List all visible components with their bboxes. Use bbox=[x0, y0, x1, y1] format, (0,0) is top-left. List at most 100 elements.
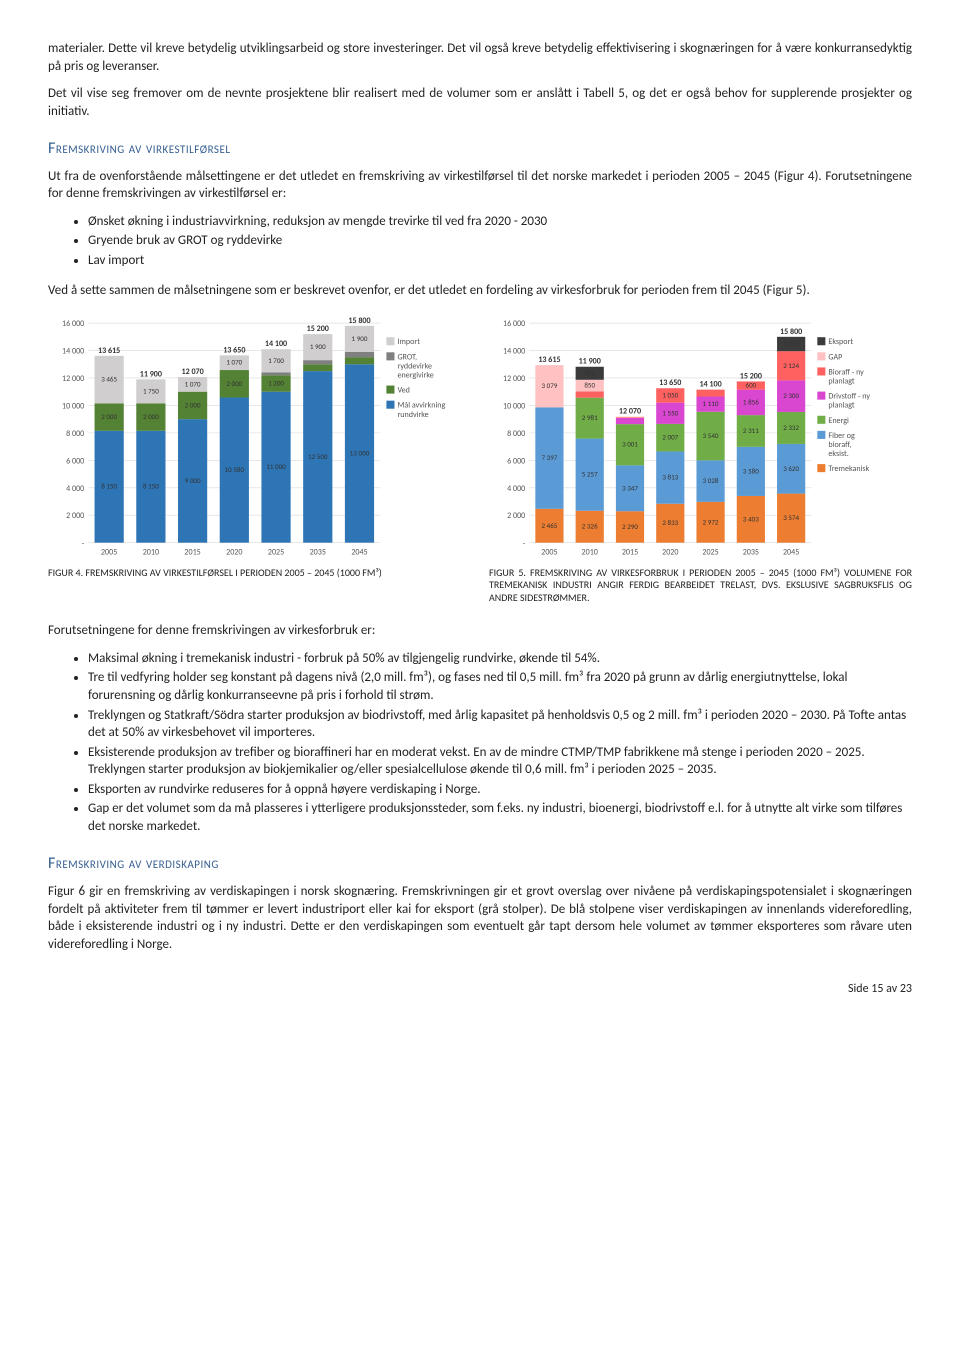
svg-text:1 050: 1 050 bbox=[662, 391, 678, 400]
charts-row: -2 0004 0006 0008 00010 00012 00014 0001… bbox=[48, 309, 912, 604]
svg-text:3 620: 3 620 bbox=[783, 464, 799, 473]
svg-text:3 347: 3 347 bbox=[622, 483, 638, 492]
svg-text:4 000: 4 000 bbox=[507, 484, 525, 494]
svg-text:2045: 2045 bbox=[783, 548, 799, 558]
svg-text:2 326: 2 326 bbox=[582, 522, 598, 531]
list-item: Eksporten av rundvirke reduseres for å o… bbox=[88, 781, 912, 799]
svg-text:2 465: 2 465 bbox=[542, 521, 558, 530]
svg-text:2 000: 2 000 bbox=[185, 401, 201, 410]
svg-text:13 000: 13 000 bbox=[350, 449, 370, 458]
svg-text:6 000: 6 000 bbox=[66, 456, 84, 466]
svg-text:2035: 2035 bbox=[743, 548, 759, 558]
svg-text:2005: 2005 bbox=[541, 548, 557, 558]
svg-text:2 833: 2 833 bbox=[662, 518, 678, 527]
list-item: Ønsket økning i industriavvirkning, redu… bbox=[88, 213, 912, 231]
svg-text:2020: 2020 bbox=[226, 548, 242, 558]
svg-text:3 028: 3 028 bbox=[703, 476, 719, 485]
svg-text:1 070: 1 070 bbox=[185, 379, 201, 388]
svg-text:10 580: 10 580 bbox=[225, 465, 245, 474]
svg-text:8 150: 8 150 bbox=[143, 482, 159, 491]
svg-text:1 700: 1 700 bbox=[268, 356, 284, 365]
svg-text:14 000: 14 000 bbox=[62, 347, 84, 357]
svg-text:energivirke: energivirke bbox=[397, 371, 433, 381]
paragraph: Forutsetningene for denne fremskrivingen… bbox=[48, 622, 912, 640]
figure-caption: FIGUR 5. FREMSKRIVING AV VIRKESFORBRUK I… bbox=[489, 567, 912, 605]
svg-text:13 615: 13 615 bbox=[98, 346, 120, 356]
svg-text:3 540: 3 540 bbox=[703, 431, 719, 440]
svg-text:9 000: 9 000 bbox=[185, 476, 201, 485]
svg-text:1 856: 1 856 bbox=[743, 397, 759, 406]
svg-text:11 900: 11 900 bbox=[140, 369, 162, 379]
list-item: Gap er det volumet som da må plasseres i… bbox=[88, 800, 912, 835]
svg-text:2015: 2015 bbox=[184, 548, 200, 558]
svg-text:8 150: 8 150 bbox=[101, 482, 117, 491]
svg-text:1 050: 1 050 bbox=[783, 339, 799, 348]
svg-text:2 311: 2 311 bbox=[743, 426, 759, 435]
svg-text:2035: 2035 bbox=[310, 548, 326, 558]
svg-text:7 397: 7 397 bbox=[542, 453, 558, 462]
svg-text:13 650: 13 650 bbox=[223, 345, 245, 355]
svg-text:12 000: 12 000 bbox=[503, 374, 525, 384]
page-number: Side 15 av 23 bbox=[848, 982, 912, 996]
svg-text:2010: 2010 bbox=[582, 548, 598, 558]
svg-text:2 000: 2 000 bbox=[101, 412, 117, 421]
svg-text:eksist.: eksist. bbox=[828, 449, 848, 459]
svg-text:Tremekanisk: Tremekanisk bbox=[828, 464, 869, 474]
svg-text:16 000: 16 000 bbox=[503, 319, 525, 329]
svg-text:14 100: 14 100 bbox=[265, 339, 287, 349]
svg-text:planlagt: planlagt bbox=[828, 401, 855, 411]
svg-text:3 813: 3 813 bbox=[662, 473, 678, 482]
svg-text:2 124: 2 124 bbox=[783, 361, 799, 370]
paragraph: Ut fra de ovenforstående målsettingene e… bbox=[48, 168, 912, 203]
svg-text:1 550: 1 550 bbox=[662, 408, 678, 417]
svg-text:2 007: 2 007 bbox=[662, 433, 678, 442]
svg-text:600: 600 bbox=[746, 381, 757, 390]
list-item: Eksisterende produksjon av trefiber og b… bbox=[88, 744, 912, 779]
svg-text:2 981: 2 981 bbox=[582, 413, 598, 422]
svg-text:15 200: 15 200 bbox=[307, 324, 329, 334]
svg-text:2010: 2010 bbox=[143, 548, 159, 558]
svg-text:15 200: 15 200 bbox=[740, 371, 762, 381]
svg-text:850: 850 bbox=[584, 381, 595, 390]
stacked-bar-chart: -2 0004 0006 0008 00010 00012 00014 0001… bbox=[48, 309, 471, 561]
svg-text:12 000: 12 000 bbox=[62, 374, 84, 384]
svg-text:1 900: 1 900 bbox=[310, 342, 326, 351]
list-item: Lav import bbox=[88, 252, 912, 270]
svg-text:3 574: 3 574 bbox=[783, 513, 799, 522]
svg-text:11 900: 11 900 bbox=[579, 357, 601, 367]
svg-text:11 000: 11 000 bbox=[266, 462, 286, 471]
svg-text:3 403: 3 403 bbox=[743, 514, 759, 523]
paragraph: materialer. Dette vil kreve betydelig ut… bbox=[48, 40, 912, 75]
svg-text:15 800: 15 800 bbox=[348, 316, 370, 326]
paragraph: Ved å sette sammen de målsetningene som … bbox=[48, 282, 912, 300]
svg-text:1 070: 1 070 bbox=[226, 358, 242, 367]
stacked-bar-chart: -2 0004 0006 0008 00010 00012 00014 0001… bbox=[489, 309, 912, 561]
svg-text:2015: 2015 bbox=[622, 548, 638, 558]
svg-text:1 900: 1 900 bbox=[352, 334, 368, 343]
svg-text:Energi: Energi bbox=[828, 416, 849, 426]
svg-text:2 300: 2 300 bbox=[783, 391, 799, 400]
svg-text:5 257: 5 257 bbox=[582, 470, 598, 479]
svg-text:10 000: 10 000 bbox=[62, 402, 84, 412]
svg-text:2 972: 2 972 bbox=[703, 517, 719, 526]
svg-text:15 800: 15 800 bbox=[780, 327, 802, 337]
svg-text:10 000: 10 000 bbox=[503, 402, 525, 412]
figure-caption: FIGUR 4. FREMSKRIVING AV VIRKESTILFØRSEL… bbox=[48, 567, 471, 580]
list-item: Maksimal økning i tremekanisk industri -… bbox=[88, 650, 912, 668]
list-item: Treklyngen og Statkraft/Södra starter pr… bbox=[88, 707, 912, 742]
svg-text:2045: 2045 bbox=[351, 548, 367, 558]
svg-text:950: 950 bbox=[584, 368, 595, 377]
svg-text:16 000: 16 000 bbox=[62, 319, 84, 329]
svg-text:2 000: 2 000 bbox=[66, 511, 84, 521]
svg-text:Ved: Ved bbox=[397, 386, 409, 396]
svg-text:14 100: 14 100 bbox=[699, 380, 721, 390]
section-heading: Fremskriving av verdiskaping bbox=[48, 853, 912, 875]
bullet-list: Maksimal økning i tremekanisk industri -… bbox=[48, 650, 912, 835]
chart-figure-4: -2 0004 0006 0008 00010 00012 00014 0001… bbox=[48, 309, 471, 604]
svg-text:3 580: 3 580 bbox=[743, 466, 759, 475]
paragraph: Figur 6 gir en fremskriving av verdiskap… bbox=[48, 883, 912, 953]
section-heading: Fremskriving av virkestilførsel bbox=[48, 138, 912, 160]
svg-text:rundvirke: rundvirke bbox=[397, 410, 428, 420]
svg-text:12 500: 12 500 bbox=[308, 452, 328, 461]
svg-text:14 000: 14 000 bbox=[503, 347, 525, 357]
